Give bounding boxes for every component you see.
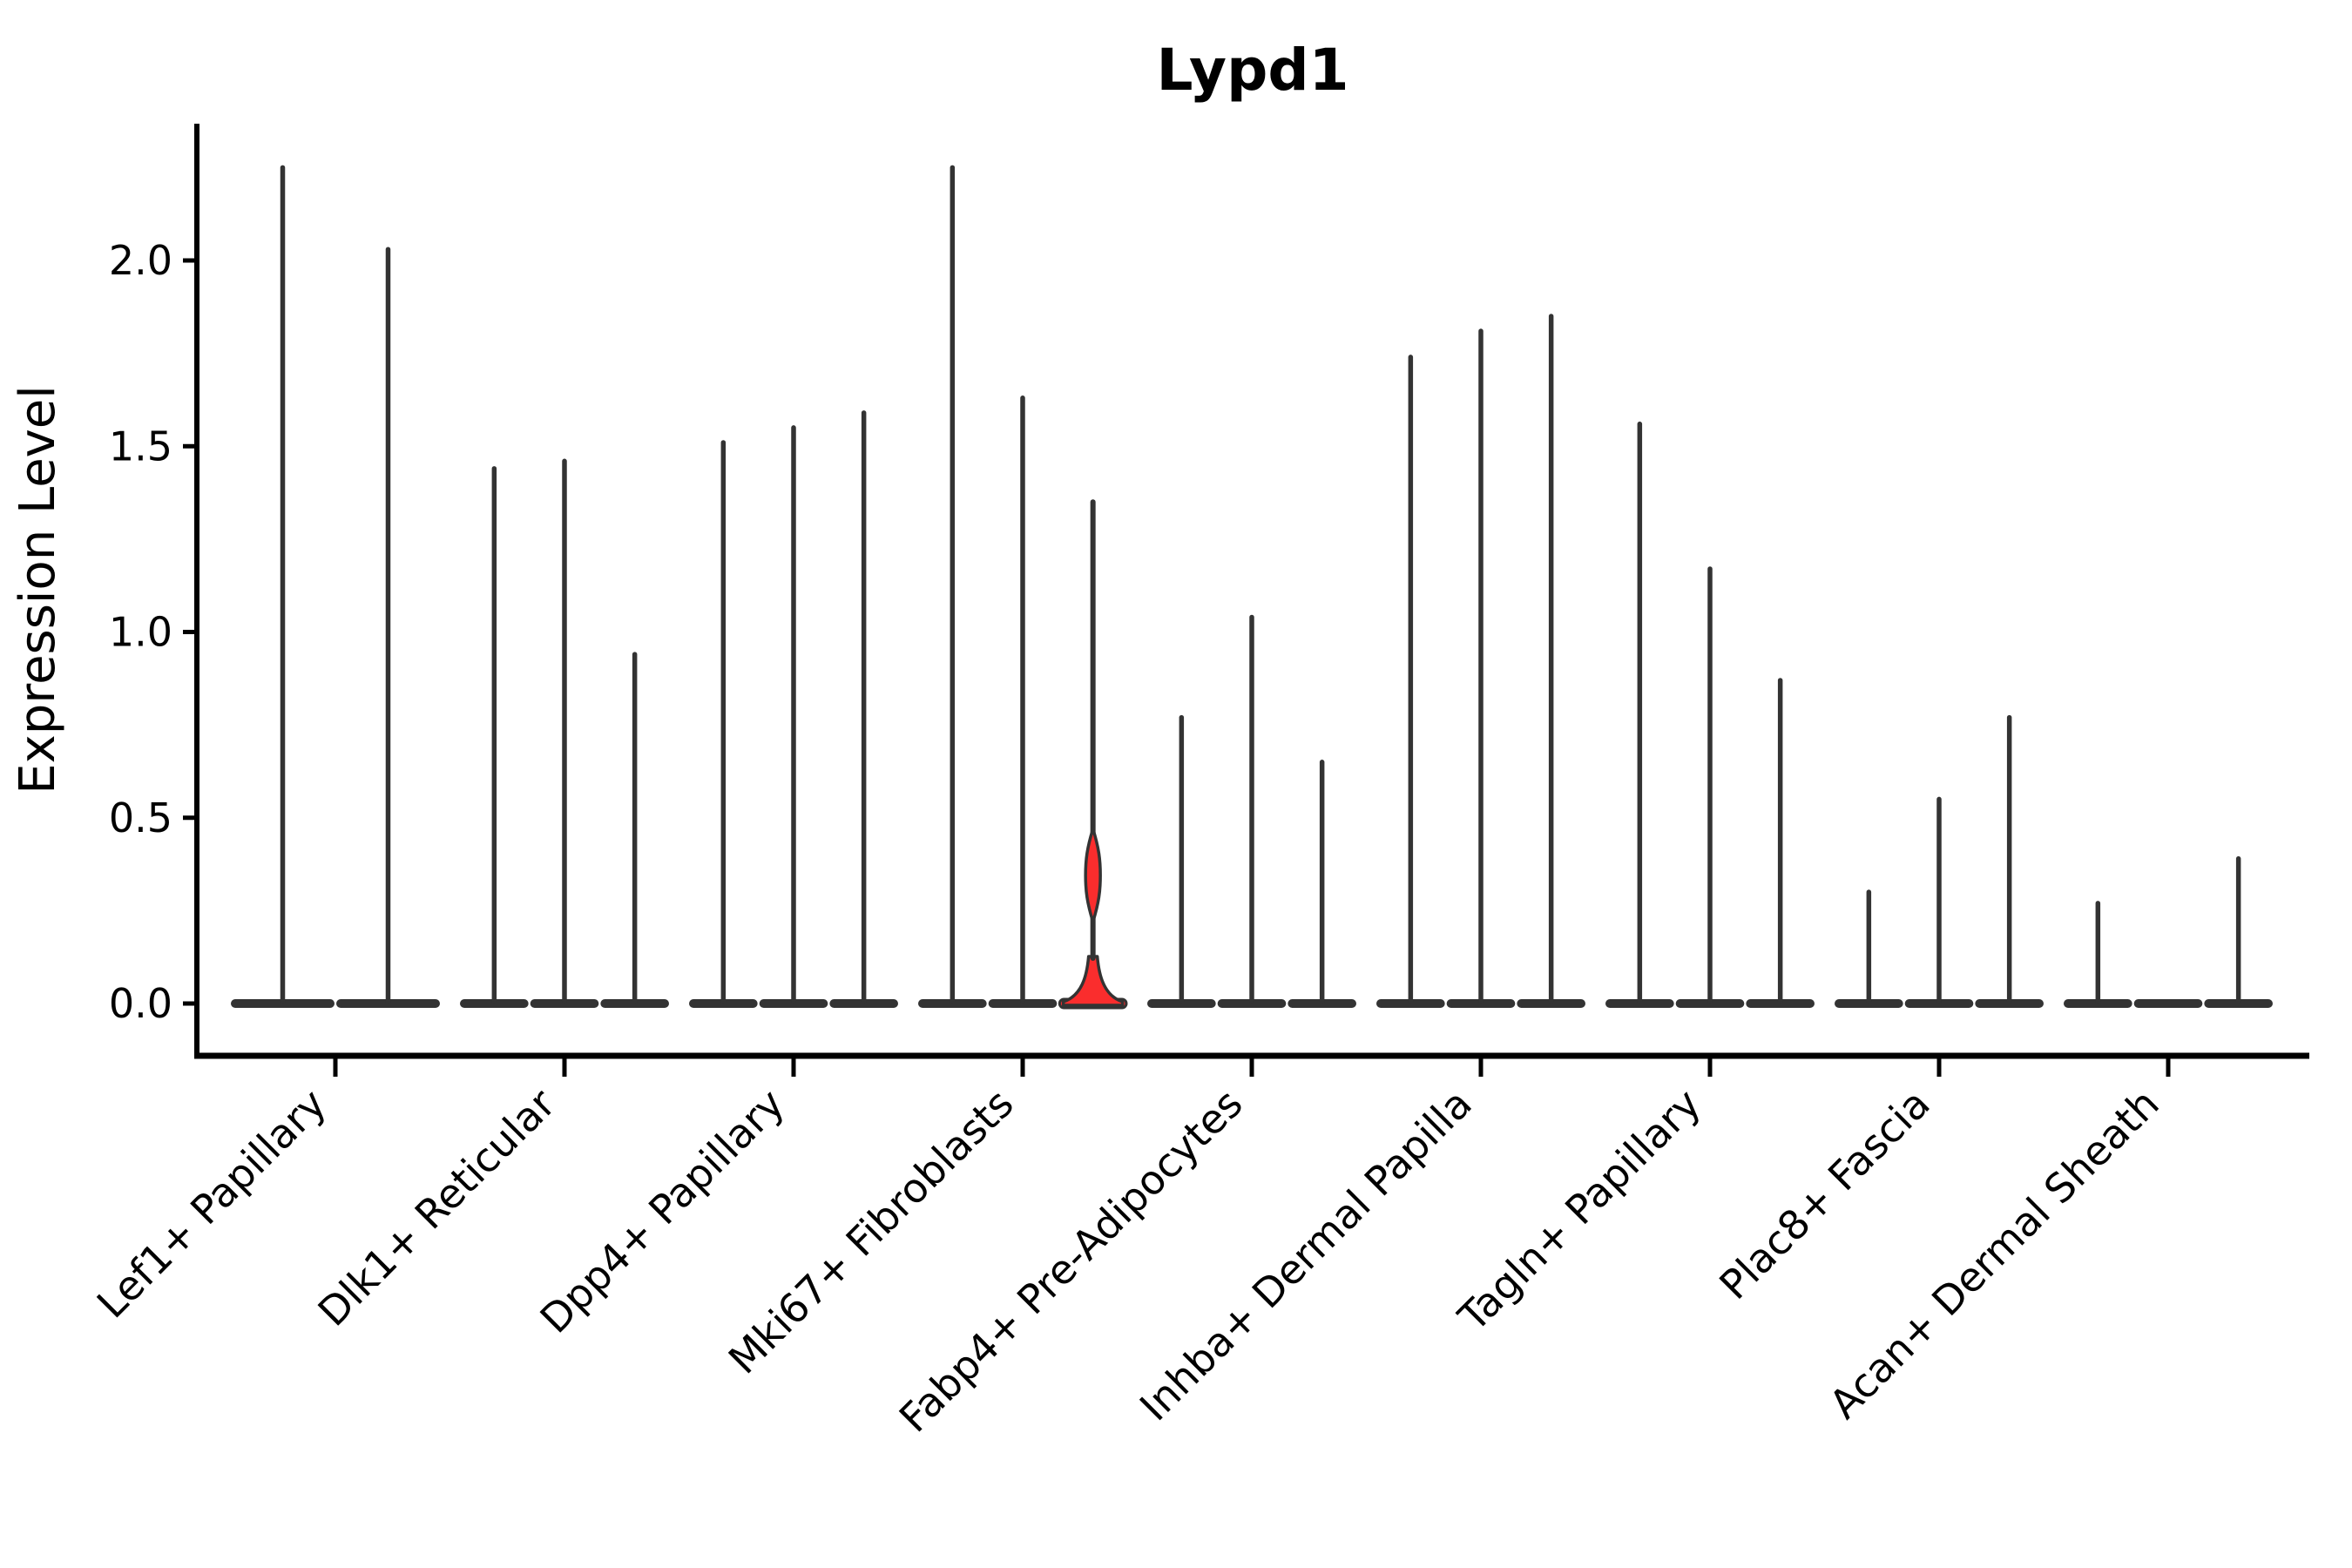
y-tick-label: 0.0 [109, 980, 172, 1027]
x-category-label: Dpp4+ Papillary [531, 1080, 794, 1342]
x-category-label: Plac8+ Fascia [1710, 1080, 1938, 1308]
y-tick-label: 1.5 [109, 422, 172, 470]
y-tick-label: 2.0 [109, 237, 172, 284]
y-tick-labels: 0.0 0.5 1.0 1.5 2.0 [109, 237, 197, 1027]
violin-base [2133, 999, 2203, 1008]
y-tick-label: 1.0 [109, 609, 172, 656]
y-tick-label: 0.5 [109, 794, 172, 841]
violin-bulge-highlighted [1084, 823, 1102, 928]
x-category-label: Tagln+ Papillary [1449, 1080, 1710, 1342]
chart-title: Lypd1 [1156, 37, 1348, 104]
violin-series-layer [231, 165, 2273, 1010]
violin-flare-highlighted [1061, 955, 1125, 1007]
x-category-label: Dlk1+ Reticular [309, 1080, 564, 1335]
y-axis-label: Expression Level [10, 385, 66, 794]
x-category-label: Lef1+ Papillary [88, 1080, 335, 1328]
